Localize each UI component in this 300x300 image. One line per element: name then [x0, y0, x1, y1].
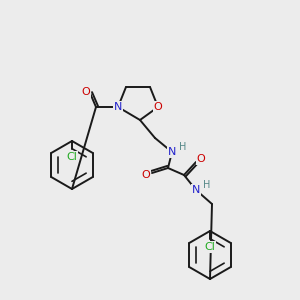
- Text: Cl: Cl: [205, 242, 215, 252]
- Text: O: O: [82, 87, 90, 97]
- Text: N: N: [192, 185, 200, 195]
- Text: O: O: [154, 102, 162, 112]
- Text: O: O: [142, 170, 150, 180]
- Text: H: H: [203, 180, 211, 190]
- Text: O: O: [196, 154, 206, 164]
- Text: N: N: [168, 147, 176, 157]
- Text: H: H: [179, 142, 187, 152]
- Text: N: N: [114, 102, 122, 112]
- Text: Cl: Cl: [67, 152, 77, 162]
